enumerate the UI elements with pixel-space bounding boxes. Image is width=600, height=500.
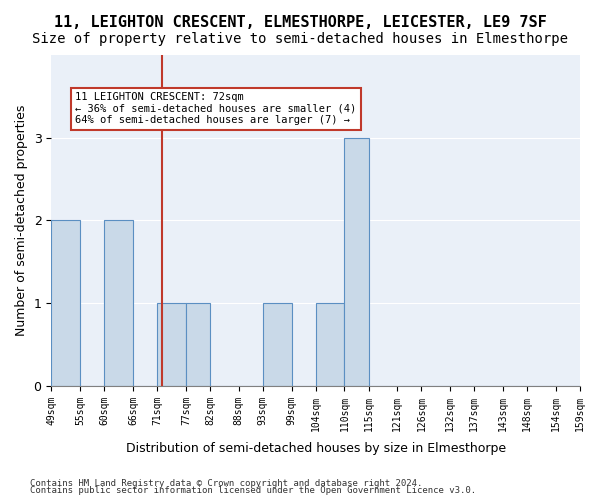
Text: Contains HM Land Registry data © Crown copyright and database right 2024.: Contains HM Land Registry data © Crown c…: [30, 478, 422, 488]
Text: Contains public sector information licensed under the Open Government Licence v3: Contains public sector information licen…: [30, 486, 476, 495]
Text: 11, LEIGHTON CRESCENT, ELMESTHORPE, LEICESTER, LE9 7SF: 11, LEIGHTON CRESCENT, ELMESTHORPE, LEIC…: [53, 15, 547, 30]
Bar: [316, 303, 344, 386]
Text: 11 LEIGHTON CRESCENT: 72sqm
← 36% of semi-detached houses are smaller (4)
64% of: 11 LEIGHTON CRESCENT: 72sqm ← 36% of sem…: [76, 92, 356, 126]
Bar: [51, 220, 80, 386]
Bar: [263, 303, 292, 386]
Bar: [344, 138, 368, 386]
X-axis label: Distribution of semi-detached houses by size in Elmesthorpe: Distribution of semi-detached houses by …: [125, 442, 506, 455]
Y-axis label: Number of semi-detached properties: Number of semi-detached properties: [15, 105, 28, 336]
Bar: [157, 303, 186, 386]
Bar: [186, 303, 210, 386]
Text: Size of property relative to semi-detached houses in Elmesthorpe: Size of property relative to semi-detach…: [32, 32, 568, 46]
Bar: [104, 220, 133, 386]
